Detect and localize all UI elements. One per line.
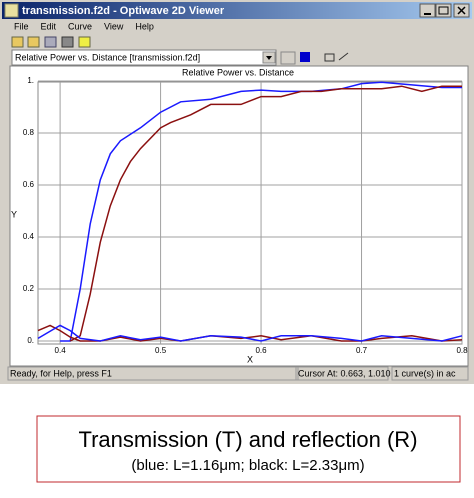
y-tick-label: 0. — [27, 336, 34, 345]
x-tick-label: 0.8 — [456, 346, 468, 355]
x-tick-label: 0.4 — [55, 346, 67, 355]
open-button[interactable] — [27, 36, 40, 48]
plot-area — [37, 81, 463, 345]
menu-item[interactable]: Edit — [41, 21, 57, 31]
y-tick-label: 0.8 — [23, 128, 35, 137]
minimize-button[interactable] — [419, 3, 436, 18]
status-cell — [391, 366, 469, 381]
icon — [438, 6, 449, 15]
plot: 0.4 0.5 0.6 0.7 0.8 0. 0.2 0.4 0.6 0.8 1. — [23, 76, 468, 355]
data-line — [69, 85, 462, 342]
status-bar: Ready, for Help, press F1 Cursor At: 0.66… — [7, 366, 469, 381]
frame-button[interactable] — [324, 53, 335, 62]
status-cell — [295, 366, 389, 381]
status-cell — [7, 366, 299, 381]
menu-item[interactable]: View — [104, 21, 124, 31]
title-bar — [2, 2, 472, 19]
window-buttons — [419, 3, 470, 18]
pen-button[interactable] — [338, 52, 349, 61]
dropdown[interactable] — [11, 49, 277, 66]
x-axis-label: X — [247, 354, 253, 364]
icon — [457, 6, 466, 15]
menu-item[interactable]: Curve — [68, 21, 92, 31]
line-button[interactable] — [280, 51, 296, 65]
menu-item[interactable]: Help — [135, 21, 154, 31]
status-text: Ready, for Help, press F1 — [10, 368, 112, 378]
caption-subtitle: (blue: L=1.16μm; black: L=2.33μm) — [131, 457, 364, 474]
y-tick-label: 0.4 — [23, 232, 35, 241]
status-text: 1 curve(s) in ac — [394, 368, 456, 378]
toolbar — [11, 36, 349, 65]
caption-box — [36, 415, 461, 483]
open-button[interactable] — [11, 36, 24, 48]
y-tick-label: 0.6 — [23, 180, 35, 189]
status-text: Cursor At: 0.663, 1.010 — [298, 368, 391, 378]
y-tick-label: 0.2 — [23, 284, 35, 293]
x-tick-label: 0.6 — [255, 346, 267, 355]
print-button[interactable] — [61, 36, 74, 48]
icon — [266, 56, 272, 60]
menu-item[interactable]: File — [14, 21, 29, 31]
app-icon — [4, 3, 19, 18]
dropdown-text: Relative Power vs. Distance [transmissio… — [15, 52, 200, 62]
data-line — [37, 324, 463, 342]
data-line — [60, 81, 462, 342]
chart-title: Relative Power vs. Distance — [182, 67, 294, 77]
window-title: transmission.f2d - Optiwave 2D Viewer — [22, 5, 225, 17]
y-axis-label: Y — [11, 209, 17, 219]
copy-button[interactable] — [44, 36, 57, 48]
help-button[interactable] — [78, 36, 91, 48]
y-tick-label: 1. — [27, 76, 34, 85]
x-tick-label: 0.5 — [155, 346, 167, 355]
x-tick-label: 0.7 — [356, 346, 368, 355]
color-button[interactable] — [300, 52, 310, 62]
menu-bar: File Edit Curve View Help — [14, 21, 154, 31]
maximize-button[interactable] — [435, 3, 452, 18]
caption-title: Transmission (T) and reflection (R) — [78, 427, 417, 452]
